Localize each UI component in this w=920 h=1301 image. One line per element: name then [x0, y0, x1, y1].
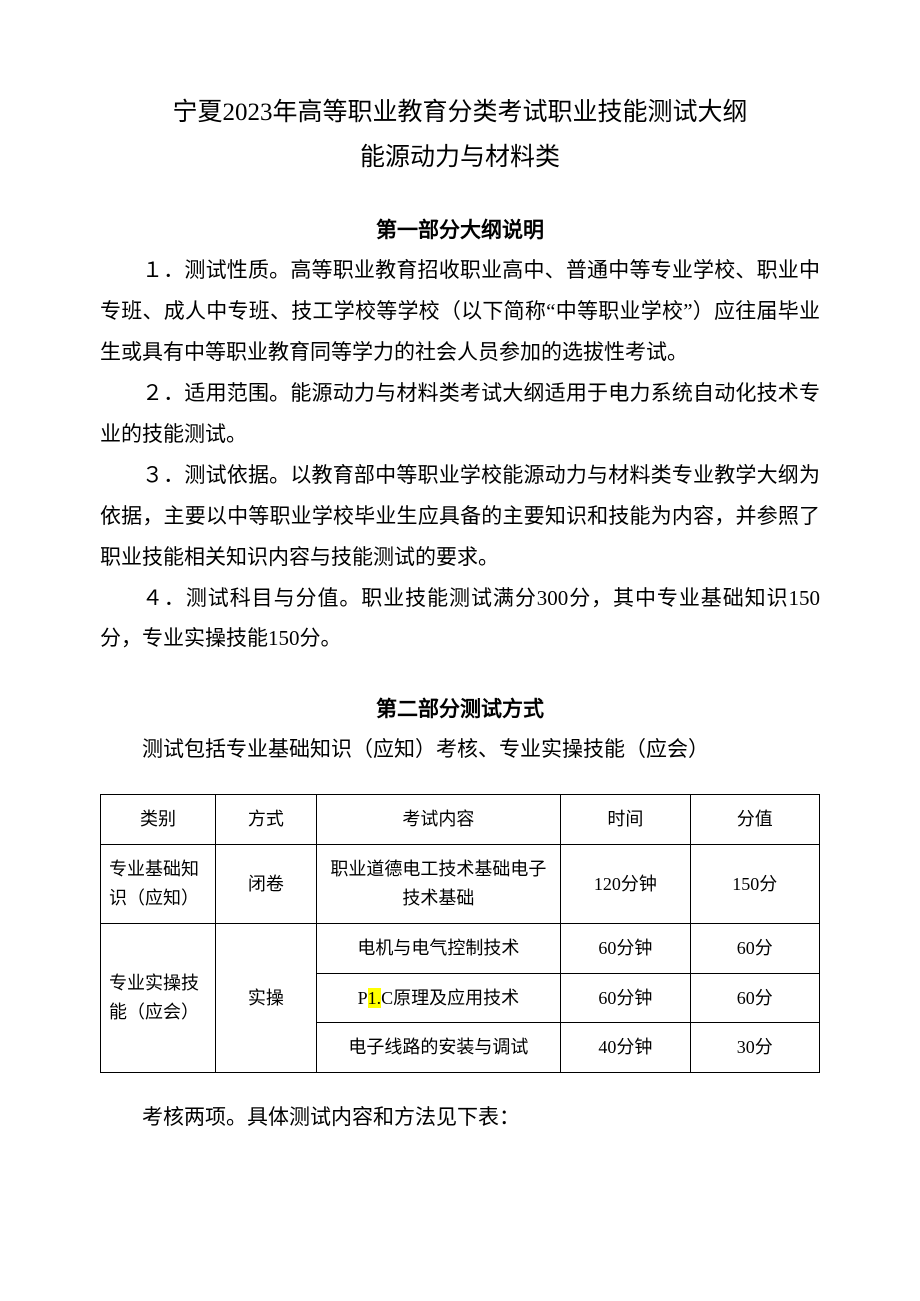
th-category: 类别 [101, 795, 216, 845]
td-row2b-pre: P [358, 988, 368, 1008]
td-row2a-time: 60分钟 [561, 923, 690, 973]
td-row2c-content: 电子线路的安装与调试 [316, 1023, 560, 1073]
td-row1-time: 120分钟 [561, 845, 690, 924]
td-row2b-time: 60分钟 [561, 973, 690, 1023]
th-mode: 方式 [216, 795, 317, 845]
section2-after-table: 考核两项。具体测试内容和方法见下表： [100, 1097, 820, 1138]
th-content: 考试内容 [316, 795, 560, 845]
section1-p4: ４．测试科目与分值。职业技能测试满分300分，其中专业基础知识150分，专业实操… [100, 578, 820, 660]
table-row: 专业基础知识（应知） 闭卷 职业道德电工技术基础电子技术基础 120分钟 150… [101, 845, 820, 924]
td-row2b-score: 60分 [690, 973, 819, 1023]
section1-p1: １．测试性质。高等职业教育招收职业高中、普通中等专业学校、职业中专班、成人中专班… [100, 250, 820, 373]
td-row2a-content: 电机与电气控制技术 [316, 923, 560, 973]
table-row: 专业实操技能（应会） 实操 电机与电气控制技术 60分钟 60分 [101, 923, 820, 973]
table-header-row: 类别 方式 考试内容 时间 分值 [101, 795, 820, 845]
td-row1-category: 专业基础知识（应知） [101, 845, 216, 924]
section1-p3: ３．测试依据。以教育部中等职业学校能源动力与材料类专业教学大纲为依据，主要以中等… [100, 455, 820, 578]
td-row2-mode: 实操 [216, 923, 317, 1072]
td-row1-mode: 闭卷 [216, 845, 317, 924]
td-row2-category: 专业实操技能（应会） [101, 923, 216, 1072]
section2-heading: 第二部分测试方式 [100, 693, 820, 723]
td-row1-content: 职业道德电工技术基础电子技术基础 [316, 845, 560, 924]
section1-p2: ２．适用范围。能源动力与材料类考试大纲适用于电力系统自动化技术专业的技能测试。 [100, 373, 820, 455]
td-row2b-highlight: 1. [368, 988, 382, 1008]
document-title-line2: 能源动力与材料类 [100, 135, 820, 180]
td-row2b-content: P1.C原理及应用技术 [316, 973, 560, 1023]
section2-intro: 测试包括专业基础知识（应知）考核、专业实操技能（应会） [100, 729, 820, 770]
section1-heading: 第一部分大纲说明 [100, 214, 820, 244]
th-time: 时间 [561, 795, 690, 845]
document-page: 宁夏2023年高等职业教育分类考试职业技能测试大纲 能源动力与材料类 第一部分大… [0, 0, 920, 1301]
test-mode-table: 类别 方式 考试内容 时间 分值 专业基础知识（应知） 闭卷 职业道德电工技术基… [100, 794, 820, 1073]
td-row1-score: 150分 [690, 845, 819, 924]
test-mode-table-wrap: 类别 方式 考试内容 时间 分值 专业基础知识（应知） 闭卷 职业道德电工技术基… [100, 794, 820, 1073]
td-row2b-post: C原理及应用技术 [381, 988, 519, 1008]
td-row2c-score: 30分 [690, 1023, 819, 1073]
td-row2a-score: 60分 [690, 923, 819, 973]
td-row2c-time: 40分钟 [561, 1023, 690, 1073]
document-title-line1: 宁夏2023年高等职业教育分类考试职业技能测试大纲 [100, 90, 820, 135]
th-score: 分值 [690, 795, 819, 845]
